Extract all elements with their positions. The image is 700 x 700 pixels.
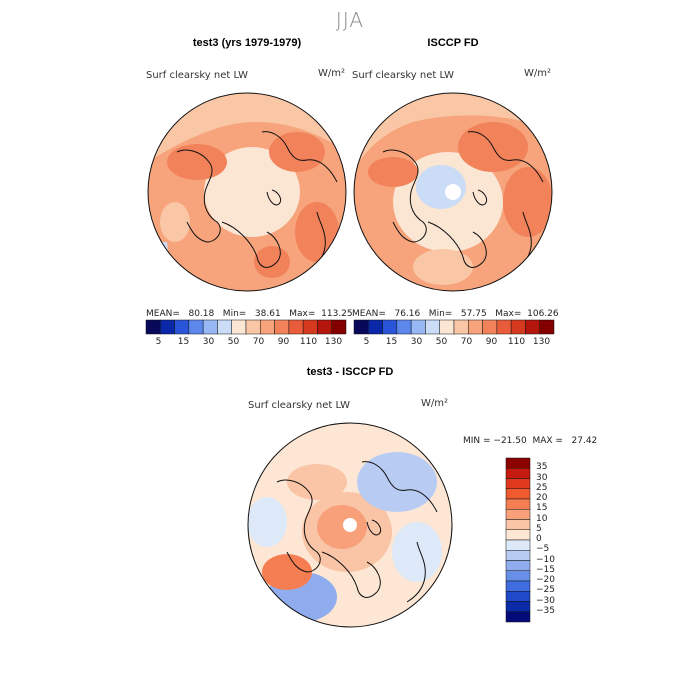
colorbar-swatch [425, 319, 440, 335]
colorbar-tick-label: −25 [536, 585, 555, 596]
panel1-variable-label: Surf clearsky net LW [146, 70, 249, 81]
colorbar-tick-label: 70 [252, 337, 265, 347]
colorbar-swatch [202, 319, 218, 335]
colorbar-tick-label: −5 [536, 544, 550, 555]
colorbar-swatch [505, 478, 531, 489]
panel2-colorbar [353, 319, 555, 335]
panel3-variable-label: Surf clearsky net LW [248, 400, 351, 411]
colorbar-swatch [505, 580, 531, 592]
colorbar-swatch [505, 488, 531, 500]
colorbar-swatch [439, 319, 455, 335]
colorbar-swatch [217, 319, 232, 335]
panel1-colorbar [145, 319, 347, 335]
colorbar-swatch [274, 319, 290, 335]
colorbar-swatch [505, 529, 531, 541]
colorbar-tick-label: 110 [299, 337, 318, 347]
colorbar-tick-label: 50 [227, 337, 240, 347]
colorbar-swatch [174, 319, 190, 335]
panel2-units-label: W/m² [524, 68, 552, 79]
colorbar-tick-label: −35 [536, 605, 555, 616]
colorbar-tick-label: 10 [536, 513, 548, 524]
colorbar-swatch [260, 319, 275, 335]
colorbar-tick-label: 0 [536, 534, 542, 544]
colorbar-swatch [468, 319, 483, 335]
colorbar-swatch [505, 550, 531, 561]
panel-title-diff: test3 - ISCCP FD [306, 366, 394, 378]
panel2-polar-map [353, 92, 553, 292]
colorbar-tick-label: 35 [536, 462, 548, 473]
panel3-stats: MIN = −21.50 MAX = 27.42 [463, 436, 598, 446]
colorbar-tick-label: 30 [536, 472, 548, 483]
colorbar-swatch [505, 468, 531, 479]
colorbar-tick-label: 15 [536, 503, 548, 514]
panel2-colorbar-ticks: 5 15 30 50 70 90 110 130 [354, 337, 554, 349]
panel1-polar-map [147, 92, 347, 292]
colorbar-swatch [505, 457, 531, 469]
colorbar-swatch [505, 519, 531, 530]
panel-title-isccp: ISCCP FD [427, 37, 479, 49]
colorbar-swatch [288, 319, 304, 335]
colorbar-tick-label: 30 [410, 337, 423, 347]
panel-title-test3: test3 (yrs 1979-1979) [192, 37, 302, 49]
colorbar-swatch [353, 319, 369, 335]
colorbar-swatch [188, 319, 204, 335]
colorbar-swatch [505, 611, 531, 623]
panel3-polar-map [247, 422, 453, 628]
colorbar-swatch [505, 601, 531, 612]
colorbar-swatch [505, 498, 531, 510]
panel1-units-label: W/m² [318, 68, 346, 79]
colorbar-tick-label: −10 [536, 554, 555, 565]
colorbar-swatch [505, 560, 531, 571]
colorbar-swatch [453, 319, 469, 335]
panel1-colorbar-ticks: 5 15 30 50 70 90 110 130 [146, 337, 346, 349]
colorbar-swatch [331, 319, 347, 335]
panel3-colorbar-ticks: 35 30 25 20 15 10 5 0 −5 −10 −15 −20 −25 −30 −35 [536, 458, 566, 622]
colorbar-swatch [396, 319, 412, 335]
colorbar-tick-label: 130 [532, 337, 551, 347]
colorbar-tick-label: 90 [485, 337, 498, 347]
panel3-colorbar [505, 457, 531, 623]
panel2-variable-label: Surf clearsky net LW [352, 70, 455, 81]
colorbar-tick-label: 90 [277, 337, 290, 347]
colorbar-swatch [382, 319, 398, 335]
colorbar-tick-label: 110 [507, 337, 526, 347]
colorbar-swatch [410, 319, 426, 335]
colorbar-swatch [482, 319, 498, 335]
colorbar-swatch [302, 319, 318, 335]
colorbar-tick-label: 30 [202, 337, 215, 347]
colorbar-swatch [160, 319, 175, 335]
colorbar-swatch [368, 319, 383, 335]
colorbar-tick-label: −15 [536, 564, 555, 575]
colorbar-swatch [505, 539, 531, 551]
colorbar-swatch [231, 319, 247, 335]
colorbar-tick-label: 15 [385, 337, 398, 347]
colorbar-swatch [317, 319, 332, 335]
colorbar-swatch [505, 591, 531, 602]
colorbar-tick-label: −30 [536, 595, 555, 606]
colorbar-tick-label: 5 [536, 523, 542, 534]
panel1-stats: MEAN= 80.18 Min= 38.61 Max= 113.25 [146, 309, 353, 319]
colorbar-tick-label: 50 [435, 337, 448, 347]
colorbar-tick-label: 20 [536, 493, 548, 503]
colorbar-swatch [145, 319, 161, 335]
colorbar-swatch [525, 319, 540, 335]
colorbar-tick-label: 130 [324, 337, 343, 347]
panel3-units-label: W/m² [421, 398, 449, 409]
colorbar-tick-label: −20 [536, 575, 555, 585]
colorbar-swatch [505, 509, 531, 520]
colorbar-swatch [496, 319, 512, 335]
colorbar-tick-label: 5 [363, 337, 370, 347]
season-title: JJA [335, 8, 365, 32]
colorbar-swatch [505, 570, 531, 582]
colorbar-tick-label: 15 [177, 337, 190, 347]
colorbar-swatch [510, 319, 526, 335]
colorbar-swatch [245, 319, 261, 335]
colorbar-swatch [539, 319, 555, 335]
colorbar-tick-label: 70 [460, 337, 473, 347]
panel2-stats: MEAN= 76.16 Min= 57.75 Max= 106.26 [352, 309, 559, 319]
colorbar-tick-label: 25 [536, 482, 548, 493]
colorbar-tick-label: 5 [155, 337, 162, 347]
